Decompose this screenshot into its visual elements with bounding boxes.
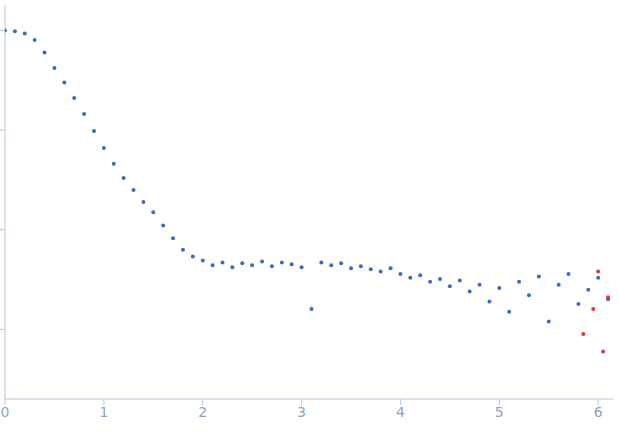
svg-text:6: 6 — [594, 404, 603, 420]
svg-text:5: 5 — [495, 404, 504, 420]
svg-text:3: 3 — [297, 404, 306, 420]
svg-text:4: 4 — [396, 404, 405, 420]
svg-text:1: 1 — [99, 404, 108, 420]
svg-text:0: 0 — [8, 404, 9, 420]
svg-text:2: 2 — [198, 404, 207, 420]
